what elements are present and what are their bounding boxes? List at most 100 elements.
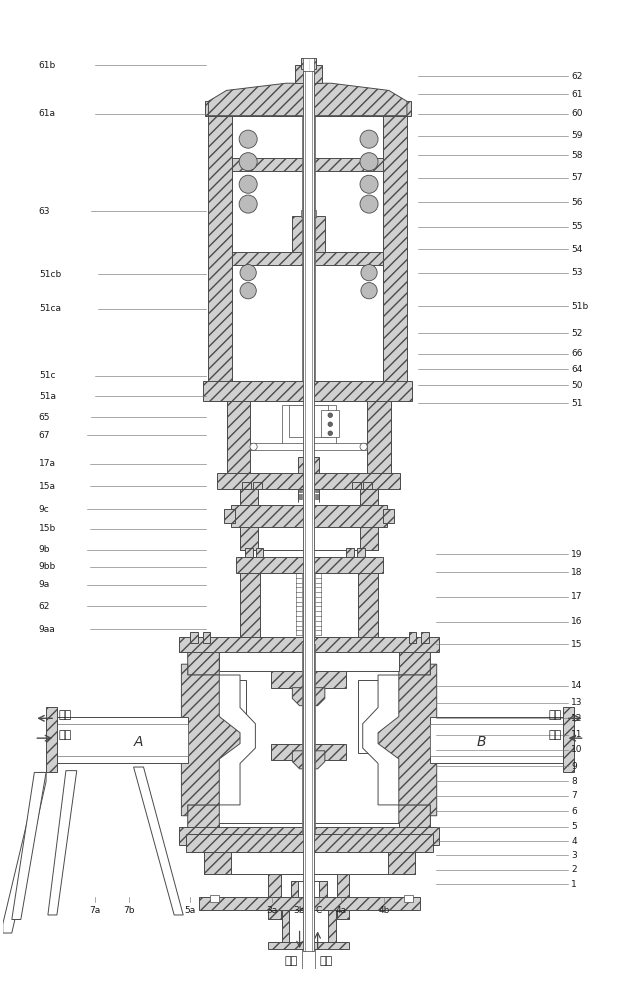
- Text: 5a: 5a: [184, 906, 195, 915]
- Bar: [55, 717, 188, 763]
- Bar: [253, 482, 262, 489]
- Bar: [329, 910, 335, 942]
- Circle shape: [250, 443, 257, 450]
- Bar: [219, 680, 246, 753]
- Bar: [321, 410, 339, 437]
- Bar: [191, 632, 197, 643]
- Text: 53: 53: [571, 268, 582, 277]
- Text: 分流: 分流: [319, 956, 332, 966]
- Bar: [290, 881, 298, 913]
- Text: 62: 62: [571, 72, 582, 81]
- Text: 2: 2: [571, 865, 577, 874]
- Bar: [232, 158, 384, 171]
- Text: C: C: [305, 900, 312, 909]
- Bar: [352, 482, 361, 489]
- Text: 4: 4: [571, 837, 577, 846]
- Circle shape: [328, 422, 332, 426]
- Text: 61a: 61a: [39, 109, 56, 118]
- Bar: [179, 637, 439, 652]
- Text: 13: 13: [571, 698, 582, 707]
- Bar: [319, 881, 327, 913]
- Bar: [246, 548, 253, 557]
- Circle shape: [360, 153, 378, 171]
- Polygon shape: [48, 771, 77, 915]
- Text: 9bb: 9bb: [39, 562, 56, 571]
- Bar: [250, 443, 367, 450]
- Bar: [227, 401, 391, 484]
- Text: 7a: 7a: [89, 906, 100, 915]
- Bar: [186, 834, 433, 852]
- Text: 3b: 3b: [293, 906, 305, 915]
- Text: 63: 63: [39, 207, 50, 216]
- Bar: [384, 116, 407, 381]
- Bar: [232, 116, 384, 381]
- Polygon shape: [298, 901, 319, 915]
- Polygon shape: [188, 644, 237, 834]
- Bar: [303, 58, 314, 113]
- Circle shape: [360, 130, 378, 148]
- Text: 58: 58: [571, 151, 582, 160]
- Text: 15b: 15b: [39, 524, 56, 533]
- Circle shape: [360, 195, 378, 213]
- Text: 合流: 合流: [285, 956, 298, 966]
- Bar: [303, 71, 314, 951]
- Bar: [204, 852, 231, 874]
- Text: 5: 5: [571, 822, 577, 831]
- Polygon shape: [188, 675, 256, 805]
- Polygon shape: [292, 688, 325, 706]
- Circle shape: [240, 265, 256, 281]
- Text: 4b: 4b: [379, 906, 390, 915]
- Bar: [288, 405, 329, 437]
- Text: 57: 57: [571, 173, 582, 182]
- Text: A: A: [133, 735, 143, 749]
- Circle shape: [360, 175, 378, 193]
- Text: 51a: 51a: [39, 392, 56, 401]
- Bar: [268, 874, 280, 919]
- Bar: [233, 637, 385, 652]
- Bar: [347, 548, 353, 557]
- Text: 8: 8: [571, 777, 577, 786]
- Text: 67: 67: [39, 431, 50, 440]
- Polygon shape: [2, 772, 46, 933]
- Text: 17: 17: [571, 592, 582, 601]
- Text: 分流: 分流: [59, 730, 72, 740]
- Bar: [302, 573, 315, 640]
- Text: 4a: 4a: [335, 906, 347, 915]
- Polygon shape: [292, 751, 325, 769]
- Circle shape: [239, 175, 257, 193]
- Bar: [210, 895, 219, 902]
- Text: 19: 19: [571, 550, 582, 559]
- Bar: [301, 58, 316, 69]
- Bar: [409, 632, 416, 643]
- Bar: [302, 919, 315, 978]
- Text: 15: 15: [571, 640, 582, 649]
- Bar: [563, 707, 574, 772]
- Bar: [430, 724, 563, 756]
- Bar: [282, 910, 335, 942]
- Bar: [292, 216, 325, 252]
- Text: 3: 3: [571, 851, 577, 860]
- Text: 54: 54: [571, 245, 582, 254]
- Bar: [298, 457, 319, 475]
- Text: 18: 18: [571, 568, 582, 577]
- Bar: [256, 548, 264, 557]
- Text: 合流: 合流: [549, 710, 562, 720]
- Bar: [302, 116, 315, 394]
- Bar: [240, 489, 378, 550]
- Bar: [290, 881, 327, 913]
- Text: 9aa: 9aa: [39, 625, 56, 634]
- Bar: [219, 644, 399, 671]
- Text: 15a: 15a: [39, 482, 56, 491]
- Polygon shape: [209, 83, 407, 116]
- Bar: [404, 895, 413, 902]
- Bar: [217, 473, 400, 489]
- Bar: [219, 823, 399, 834]
- Text: 10: 10: [571, 745, 582, 754]
- Text: 12: 12: [571, 714, 582, 723]
- Text: C: C: [316, 906, 322, 915]
- Circle shape: [239, 153, 257, 171]
- Bar: [360, 489, 378, 550]
- Text: 16: 16: [571, 617, 582, 626]
- Text: 62: 62: [39, 602, 50, 611]
- Bar: [337, 874, 349, 919]
